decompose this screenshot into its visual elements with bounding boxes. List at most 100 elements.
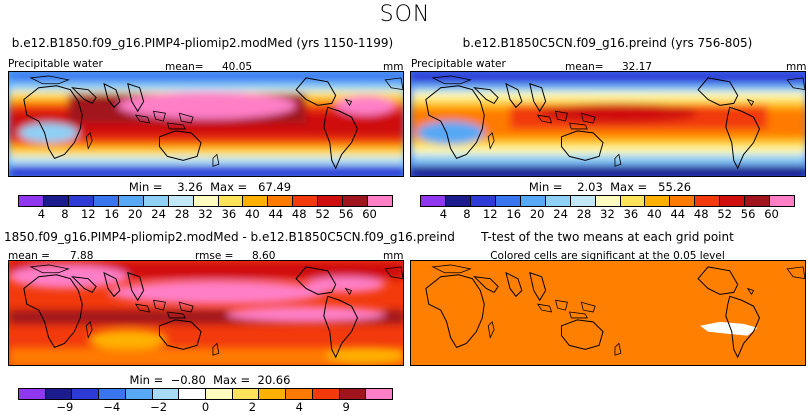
panel-tl-colorbar-swatch-6 bbox=[168, 196, 194, 206]
panel-bl-colorbar-swatch-5 bbox=[152, 389, 180, 399]
panel-bl-colorbar-swatch-9 bbox=[259, 389, 287, 399]
panel-tr-colorbar-swatch-2 bbox=[470, 196, 496, 206]
panel-tr-colorbar-tick-12: 52 bbox=[717, 207, 733, 221]
panel-tr-colorbar-ticks: 4 8 12 16 20 24 28 32 36 40 44 48 52 56 60 bbox=[420, 207, 795, 221]
panel-bl-colorbar-tick-5: 4 bbox=[295, 400, 303, 414]
significant-area bbox=[411, 261, 805, 365]
panel-tl-map-svg bbox=[9, 72, 403, 176]
panel-tl-colorbar-swatch-9 bbox=[243, 196, 269, 206]
panel-tr-units: mm bbox=[786, 61, 807, 73]
season-title: SON bbox=[379, 2, 431, 27]
panel-tr-colorbar-tick-9: 40 bbox=[647, 207, 662, 221]
panel-tl-colorbar-swatch-4 bbox=[118, 196, 144, 206]
panel-tr-colorbar-swatch-9 bbox=[645, 196, 671, 206]
panel-bl-map-svg bbox=[9, 261, 403, 365]
panel-tl-colorbar-swatch-7 bbox=[193, 196, 219, 206]
panel-tl-colorbar-tick-3: 16 bbox=[104, 207, 120, 221]
panel-tr-colorbar-tick-4: 20 bbox=[529, 207, 545, 221]
panel-tl-colorbar-swatch-3 bbox=[93, 196, 119, 206]
panel-tr-title: b.e12.B1850C5CN.f09_g16.preind (yrs 756-… bbox=[462, 36, 753, 50]
panel-tr-colorbar-swatch-14 bbox=[770, 196, 795, 206]
panel-bl-max-value: 20.66 bbox=[257, 373, 291, 387]
panel-tr-colorbar bbox=[420, 195, 795, 207]
panel-tr-colorbar-tick-8: 36 bbox=[623, 207, 639, 221]
panel-tr-colorbar-swatch-8 bbox=[620, 196, 646, 206]
panel-tl-colorbar-swatch-11 bbox=[293, 196, 319, 206]
panel-tl-colorbar-tick-1: 8 bbox=[61, 207, 69, 221]
panel-tr-map-svg bbox=[411, 72, 805, 176]
panel-tr-colorbar-swatch-11 bbox=[695, 196, 721, 206]
not-significant-area bbox=[700, 321, 758, 336]
panel-tl-min-label: Min = bbox=[128, 180, 163, 194]
panel-tl-map bbox=[8, 71, 404, 177]
panel-tl-colorbar-tick-11: 48 bbox=[291, 207, 307, 221]
panel-bl-title: 1850.f09_g16.PIMP4-pliomip2.modMed - b.e… bbox=[4, 230, 455, 244]
panel-tr-colorbar-swatch-1 bbox=[445, 196, 471, 206]
panel-tl-minmax: Min = 3.26 Max = 67.49 bbox=[90, 180, 330, 194]
panel-tl-colorbar-swatch-1 bbox=[43, 196, 69, 206]
panel-tr-colorbar-swatch-12 bbox=[720, 196, 746, 206]
panel-tl-colorbar-tick-14: 60 bbox=[362, 207, 377, 221]
panel-bl-colorbar-tick-0: −9 bbox=[56, 400, 74, 414]
panel-bl-colorbar-swatch-0 bbox=[19, 389, 46, 399]
panel-tl-colorbar-swatch-12 bbox=[318, 196, 344, 206]
panel-tl-colorbar-tick-9: 40 bbox=[245, 207, 260, 221]
panel-br-map-svg bbox=[411, 261, 805, 365]
panel-tr-variable: Precipitable water bbox=[411, 58, 506, 70]
panel-bl-colorbar-swatch-11 bbox=[312, 389, 340, 399]
panel-tl-colorbar-swatch-2 bbox=[68, 196, 94, 206]
panel-tr-colorbar-tick-3: 16 bbox=[506, 207, 522, 221]
panel-bl-minmax: Min = −0.80 Max = 20.66 bbox=[90, 373, 330, 387]
panel-tr-minmax: Min = 2.03 Max = 55.26 bbox=[490, 180, 730, 194]
panel-bl-rmse-value: 8.60 bbox=[252, 250, 276, 262]
panel-bl-colorbar bbox=[18, 388, 393, 400]
panel-tl-variable: Precipitable water bbox=[8, 58, 103, 70]
panel-bl-colorbar-swatch-8 bbox=[232, 389, 260, 399]
panel-tr-colorbar-tick-6: 28 bbox=[576, 207, 592, 221]
panel-bl-rmse-label: rmse = bbox=[195, 250, 234, 262]
panel-bl-mean-label: mean = bbox=[8, 250, 50, 262]
panel-tl-colorbar-tick-6: 28 bbox=[174, 207, 190, 221]
panel-tl-title: b.e12.B1850.f09_g16.PIMP4-pliomip2.modMe… bbox=[11, 36, 394, 50]
panel-bl-map bbox=[8, 260, 404, 366]
panel-bl-min-label: Min = bbox=[129, 373, 164, 387]
panel-tr-mean-value: 32.17 bbox=[622, 61, 653, 73]
panel-bl-units: mm bbox=[383, 250, 404, 262]
panel-tl-colorbar-tick-5: 24 bbox=[151, 207, 166, 221]
panel-tr-colorbar-swatch-3 bbox=[495, 196, 521, 206]
panel-br-subtitle: Colored cells are significant at the 0.0… bbox=[490, 250, 725, 262]
panel-tr-colorbar-swatch-10 bbox=[670, 196, 696, 206]
panel-tr-colorbar-swatch-5 bbox=[545, 196, 571, 206]
panel-tl-max-value: 67.49 bbox=[258, 180, 292, 194]
panel-tr-min-label: Min = bbox=[528, 180, 563, 194]
panel-tl-colorbar-swatch-5 bbox=[143, 196, 169, 206]
panel-tr-colorbar-swatch-7 bbox=[595, 196, 621, 206]
panel-tl-colorbar-tick-0: 4 bbox=[37, 207, 46, 221]
panel-tl-colorbar-tick-13: 56 bbox=[338, 207, 354, 221]
panel-br-title: T-test of the two means at each grid poi… bbox=[481, 230, 734, 244]
panel-tl-colorbar-swatch-14 bbox=[368, 196, 393, 206]
panel-bl-colorbar-swatch-3 bbox=[99, 389, 126, 399]
panel-tr-colorbar-swatch-0 bbox=[421, 196, 446, 206]
panel-tr-colorbar-tick-2: 12 bbox=[482, 207, 498, 221]
panel-tl-units: mm bbox=[383, 61, 404, 73]
panel-tl-colorbar-swatch-0 bbox=[19, 196, 44, 206]
panel-bl-colorbar-swatch-12 bbox=[339, 389, 367, 399]
panel-tr-max-value: 55.26 bbox=[658, 180, 692, 194]
panel-tr-colorbar-tick-10: 44 bbox=[670, 207, 686, 221]
panel-bl-colorbar-tick-3: 0 bbox=[201, 400, 210, 414]
panel-tl-colorbar-tick-10: 44 bbox=[268, 207, 284, 221]
panel-tr-colorbar-tick-1: 8 bbox=[463, 207, 471, 221]
panel-tl-colorbar-swatch-8 bbox=[218, 196, 244, 206]
panel-tr-colorbar-tick-13: 56 bbox=[740, 207, 756, 221]
panel-bl-colorbar-ticks: −9 −4 −2 0 2 4 9 bbox=[18, 400, 393, 414]
panel-tl-min-value: 3.26 bbox=[177, 180, 203, 194]
panel-bl-colorbar-swatch-6 bbox=[179, 389, 207, 399]
panel-bl-colorbar-tick-4: 2 bbox=[248, 400, 257, 414]
panel-bl-colorbar-tick-1: −4 bbox=[103, 400, 121, 414]
panel-tl-colorbar bbox=[18, 195, 393, 207]
panel-bl-colorbar-swatch-2 bbox=[72, 389, 100, 399]
panel-tl-colorbar-tick-4: 20 bbox=[127, 207, 143, 221]
panel-tr-max-label: Max = bbox=[610, 180, 648, 194]
panel-tr-colorbar-swatch-4 bbox=[520, 196, 546, 206]
